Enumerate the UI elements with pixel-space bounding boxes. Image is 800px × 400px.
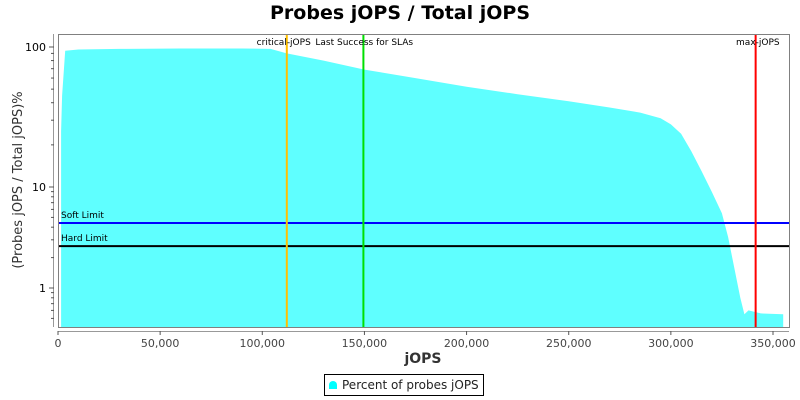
plot-border bbox=[58, 34, 790, 328]
horizontal-marker-label: Hard Limit bbox=[61, 234, 108, 244]
legend-swatch-icon bbox=[329, 381, 337, 389]
x-tick-label: 250,000 bbox=[546, 337, 592, 350]
vertical-marker-label: critical-jOPS bbox=[257, 38, 311, 48]
x-tick-label: 150,000 bbox=[342, 337, 388, 350]
y-tick-label: 1 bbox=[39, 282, 46, 295]
x-tick-label: 50,000 bbox=[141, 337, 180, 350]
x-tick-label: 100,000 bbox=[240, 337, 286, 350]
x-tick-label: 0 bbox=[55, 337, 62, 350]
horizontal-markers: Soft Limit Hard Limit bbox=[58, 211, 789, 248]
x-tick-label: 350,000 bbox=[750, 337, 796, 350]
x-axis-title: jOPS bbox=[403, 351, 441, 367]
vertical-marker-label: Last Success for SLAs bbox=[315, 38, 413, 48]
x-tick-label: 200,000 bbox=[444, 337, 490, 350]
y-axis-title: (Probes jOPS / Total jOPS)% bbox=[11, 91, 26, 268]
series-area-percent-probes bbox=[61, 48, 784, 327]
y-tick-label: 100 bbox=[25, 41, 46, 54]
legend: Percent of probes jOPS bbox=[324, 374, 484, 396]
chart-title: Probes jOPS / Total jOPS bbox=[270, 2, 530, 24]
vertical-marker-label: max-jOPS bbox=[736, 38, 780, 48]
legend-label: Percent of probes jOPS bbox=[342, 378, 479, 392]
horizontal-marker-label: Soft Limit bbox=[61, 211, 104, 221]
vertical-markers: critical-jOPS Last Success for SLAs max-jO… bbox=[257, 34, 780, 327]
y-axis: 1 10 100 bbox=[25, 34, 54, 327]
x-tick-label: 300,000 bbox=[648, 337, 694, 350]
x-axis: 0 50,000 100,000 150,000 200,000 250,000 300,0… bbox=[55, 331, 796, 350]
y-tick-label: 10 bbox=[32, 181, 46, 194]
